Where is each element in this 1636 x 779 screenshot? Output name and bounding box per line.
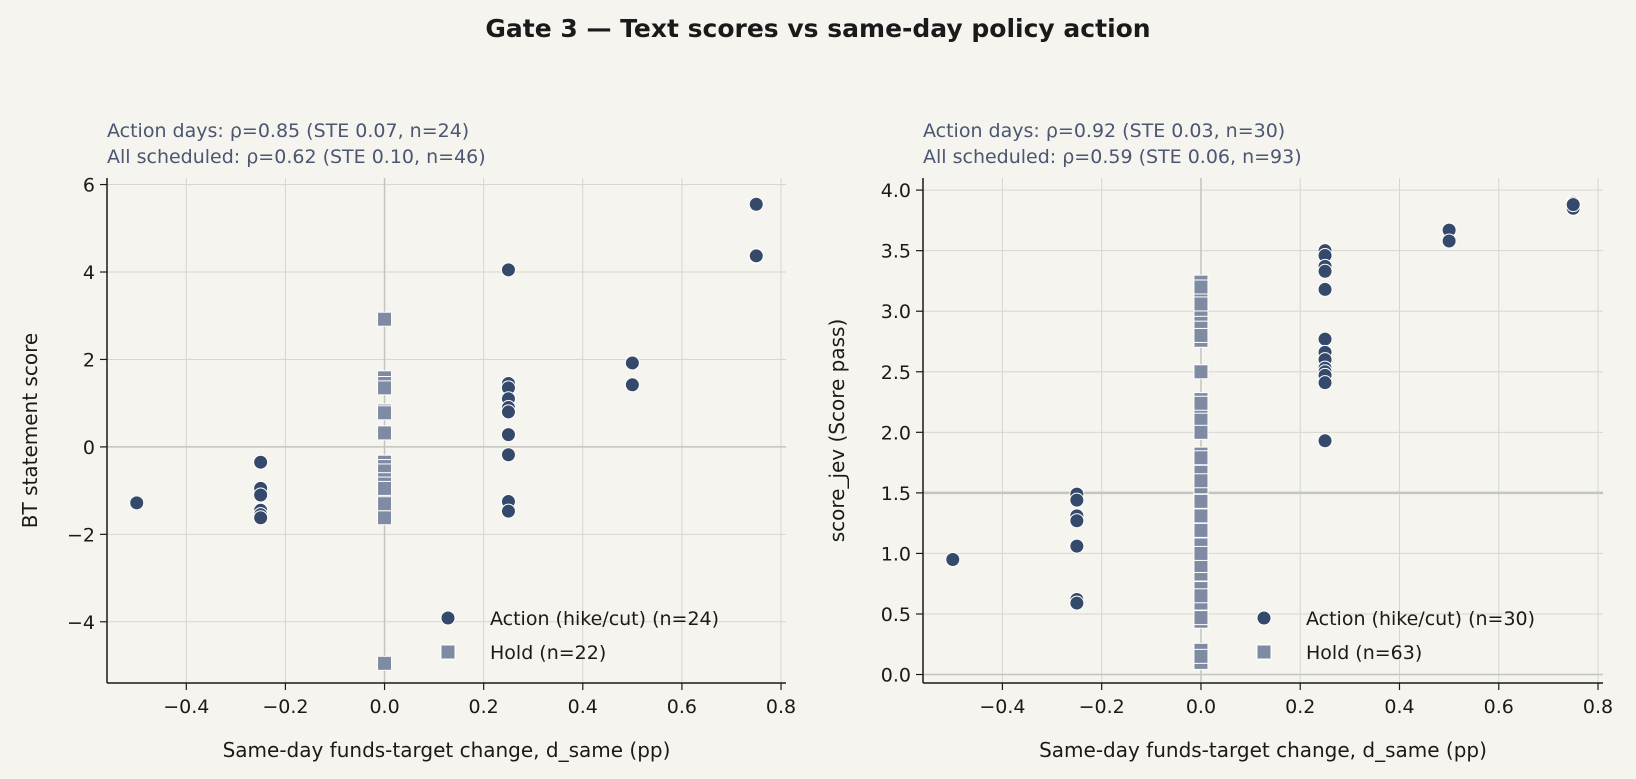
x-tick-label: −0.4 bbox=[979, 696, 1025, 718]
legend-marker-action bbox=[440, 610, 456, 626]
data-point-action bbox=[253, 487, 269, 503]
data-point-action bbox=[1069, 595, 1085, 611]
data-point-hold bbox=[1193, 648, 1209, 664]
panel-subtitle-line: All scheduled: ρ=0.62 (STE 0.10, n=46) bbox=[107, 146, 486, 168]
y-tick-label: 1.0 bbox=[881, 543, 911, 565]
data-point-action bbox=[624, 377, 640, 393]
y-tick-label: 4.0 bbox=[881, 180, 911, 202]
x-tick-label: 0.0 bbox=[1186, 696, 1216, 718]
y-axis-title: BT statement score bbox=[18, 333, 42, 528]
data-point-action bbox=[1069, 492, 1085, 508]
data-point-action bbox=[129, 495, 145, 511]
y-tick-label: 2.5 bbox=[881, 362, 911, 384]
x-tick-label: 0.4 bbox=[1384, 696, 1414, 718]
legend-label: Action (hike/cut) (n=30) bbox=[1306, 608, 1535, 630]
data-point-action bbox=[748, 196, 764, 212]
data-point-action bbox=[1441, 233, 1457, 249]
data-point-hold bbox=[1193, 296, 1209, 312]
x-tick-label: 0.8 bbox=[766, 696, 796, 718]
panel-1: −0.4 −0.2 0.0 0.2 0.4 0.6 0.8 −4 −2 0 2 4 6 Same-day … bbox=[18, 120, 796, 762]
data-point-action bbox=[500, 447, 516, 463]
data-point-action bbox=[1317, 263, 1333, 279]
data-point-hold bbox=[1193, 493, 1209, 509]
data-point-hold bbox=[377, 655, 393, 671]
data-point-hold bbox=[1193, 395, 1209, 411]
data-point-action bbox=[253, 510, 269, 526]
data-point-hold bbox=[377, 425, 393, 441]
x-tick-label: 0.0 bbox=[369, 696, 399, 718]
data-point-action bbox=[624, 355, 640, 371]
data-point-action bbox=[253, 454, 269, 470]
y-tick-label: 2.0 bbox=[881, 422, 911, 444]
legend-label: Hold (n=22) bbox=[490, 642, 606, 664]
data-point-action bbox=[1565, 197, 1581, 213]
data-point-hold bbox=[377, 510, 393, 526]
y-tick-label: 1.5 bbox=[881, 483, 911, 505]
data-point-action bbox=[500, 427, 516, 443]
legend-label: Action (hike/cut) (n=24) bbox=[490, 608, 719, 630]
data-point-action bbox=[1317, 281, 1333, 297]
y-tick-label: 3.5 bbox=[881, 241, 911, 263]
y-tick-label: 2 bbox=[83, 349, 95, 371]
y-tick-label: 0.5 bbox=[881, 604, 911, 626]
data-point-hold bbox=[1193, 508, 1209, 524]
y-tick-label: 3.0 bbox=[881, 301, 911, 323]
data-point-hold bbox=[1193, 364, 1209, 380]
data-point-action bbox=[500, 404, 516, 420]
data-point-action bbox=[500, 262, 516, 278]
x-tick-label: 0.2 bbox=[1285, 696, 1315, 718]
y-axis-title: score_jev (Score pass) bbox=[825, 319, 849, 543]
data-point-hold bbox=[1193, 610, 1209, 626]
x-tick-label: 0.2 bbox=[469, 696, 499, 718]
data-point-action bbox=[1317, 331, 1333, 347]
panel-2: −0.4 −0.2 0.0 0.2 0.4 0.6 0.8 0.0 0.5 1.0 1.5 2.0 2.… bbox=[825, 120, 1613, 762]
panel-subtitle-line: Action days: ρ=0.92 (STE 0.03, n=30) bbox=[923, 120, 1285, 142]
data-point-hold bbox=[377, 311, 393, 327]
data-point-action bbox=[945, 551, 961, 567]
data-point-action bbox=[1069, 538, 1085, 554]
y-tick-label: −2 bbox=[67, 524, 95, 546]
panel-subtitle-line: Action days: ρ=0.85 (STE 0.07, n=24) bbox=[107, 120, 469, 142]
x-tick-label: 0.6 bbox=[667, 696, 697, 718]
data-point-action bbox=[1317, 433, 1333, 449]
x-axis-title: Same-day funds-target change, d_same (pp… bbox=[223, 738, 671, 762]
x-tick-label: 0.8 bbox=[1583, 696, 1613, 718]
data-point-action bbox=[748, 248, 764, 264]
y-tick-label: 0.0 bbox=[881, 665, 911, 687]
legend-marker-action bbox=[1256, 610, 1272, 626]
y-tick-label: 4 bbox=[83, 262, 95, 284]
data-point-hold bbox=[1193, 522, 1209, 538]
x-tick-label: 0.6 bbox=[1484, 696, 1514, 718]
x-tick-label: −0.2 bbox=[1079, 696, 1125, 718]
data-point-hold bbox=[1193, 450, 1209, 466]
data-point-hold bbox=[377, 380, 393, 396]
data-point-hold bbox=[377, 480, 393, 496]
y-tick-label: 0 bbox=[83, 437, 95, 459]
panel-subtitle-line: All scheduled: ρ=0.59 (STE 0.06, n=93) bbox=[923, 146, 1302, 168]
data-point-action bbox=[1317, 375, 1333, 391]
x-tick-label: 0.4 bbox=[568, 696, 598, 718]
legend-marker-hold bbox=[1256, 644, 1272, 660]
data-point-hold bbox=[1193, 327, 1209, 343]
legend-marker-hold bbox=[440, 644, 456, 660]
data-point-hold bbox=[1193, 424, 1209, 440]
data-point-hold bbox=[1193, 473, 1209, 489]
data-point-action bbox=[1069, 513, 1085, 529]
data-point-hold bbox=[1193, 279, 1209, 295]
legend-label: Hold (n=63) bbox=[1306, 642, 1422, 664]
y-tick-label: 6 bbox=[83, 175, 95, 197]
data-point-hold bbox=[377, 405, 393, 421]
figure-title: Gate 3 — Text scores vs same-day policy … bbox=[485, 14, 1151, 43]
data-point-hold bbox=[1193, 545, 1209, 561]
data-point-action bbox=[500, 503, 516, 519]
y-tick-label: −4 bbox=[67, 612, 95, 634]
x-axis-title: Same-day funds-target change, d_same (pp… bbox=[1039, 738, 1487, 762]
data-point-hold bbox=[377, 496, 393, 512]
x-tick-label: −0.4 bbox=[163, 696, 209, 718]
x-tick-label: −0.2 bbox=[262, 696, 308, 718]
data-point-hold bbox=[1193, 588, 1209, 604]
